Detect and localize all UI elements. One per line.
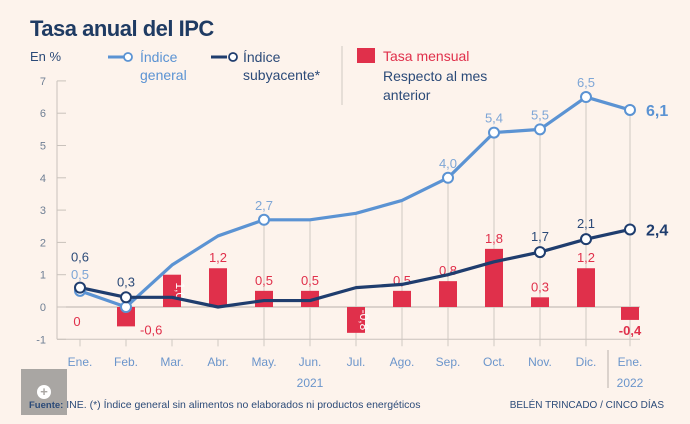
point-label-general: 5,5 <box>531 107 549 122</box>
line-indice-general <box>79 95 631 309</box>
source-label: Fuente: <box>29 400 64 411</box>
bar-tasa-mensual <box>531 297 549 307</box>
bar-tasa-mensual <box>439 281 457 307</box>
x-tick-label: Dic. <box>576 355 597 369</box>
legend-label-subyacente: Índice <box>243 49 281 65</box>
y-tick-label: 3 <box>40 205 46 217</box>
x-tick-label: Ago. <box>390 355 415 369</box>
bar-label: 0,3 <box>531 279 549 294</box>
marker-indice-subyacente <box>74 281 86 294</box>
bar-tasa-mensual <box>577 268 595 307</box>
y-tick-label: 4 <box>40 173 46 185</box>
bar-label: 1,8 <box>485 231 503 246</box>
y-tick-label: 7 <box>40 76 46 88</box>
bar-label: 0,5 <box>255 273 273 288</box>
legend-label-tasa-mensual: Tasa mensual <box>383 48 469 64</box>
point-label-general: 4,0 <box>439 156 457 171</box>
legend-sublabel: Respecto al mes <box>383 68 487 84</box>
marker-indice-general <box>488 126 500 139</box>
legend-swatch-tasa-mensual <box>357 48 375 63</box>
x-tick-label: May. <box>251 355 276 369</box>
bar-label: 0 <box>73 314 80 329</box>
x-tick-label: Ene. <box>618 355 643 369</box>
bar-tasa-mensual <box>255 290 273 307</box>
y-tick-label: 1 <box>40 270 46 282</box>
marker-indice-subyacente <box>580 233 592 246</box>
point-label-general: 5,4 <box>485 111 503 126</box>
marker-indice-general <box>534 123 546 136</box>
bar-tasa-mensual <box>117 307 135 327</box>
x-tick-label: Jul. <box>347 355 366 369</box>
bar-tasa-mensual <box>485 248 503 307</box>
marker-indice-general <box>580 91 592 104</box>
bar-label: 1,2 <box>209 250 227 265</box>
line-end-label: 2,4 <box>646 222 668 239</box>
bar-tasa-mensual <box>621 307 639 320</box>
marker-indice-general <box>120 301 132 313</box>
expand-button[interactable]: + <box>21 369 67 415</box>
plus-icon: + <box>37 385 51 399</box>
bar-label: -0,6 <box>140 322 162 337</box>
x-tick-label: Jun. <box>299 355 322 369</box>
marker-indice-subyacente <box>120 291 132 304</box>
y-tick-label: -1 <box>36 334 46 346</box>
bar-label: -0,4 <box>619 323 642 338</box>
legend-marker-subyacente <box>228 52 238 62</box>
marker-indice-general <box>258 213 270 226</box>
y-tick-label: 2 <box>40 237 46 249</box>
point-label-subyacente: 0,3 <box>117 274 135 289</box>
point-label-general: 2,7 <box>255 198 273 213</box>
year-label: 2022 <box>617 376 644 390</box>
bar-label: -0,8 <box>357 310 371 331</box>
marker-indice-general <box>624 103 636 116</box>
legend-label-general: general <box>140 67 187 83</box>
point-label-subyacente: 0,6 <box>71 250 89 265</box>
legend-sublabel: anterior <box>383 87 431 103</box>
credit: BELÉN TRINCADO / CINCO DÍAS <box>509 400 664 411</box>
chart-title: Tasa anual del IPC <box>30 16 214 41</box>
y-tick-label: 5 <box>40 141 46 153</box>
source-text: INE. (*) Índice general sin alimentos no… <box>66 399 421 411</box>
x-tick-label: Ene. <box>68 355 93 369</box>
marker-indice-subyacente <box>624 223 636 236</box>
bar-tasa-mensual <box>393 290 411 307</box>
x-tick-label: Nov. <box>528 355 552 369</box>
year-label: 2021 <box>297 376 324 390</box>
line-end-label: 6,1 <box>646 103 668 120</box>
y-tick-label: 6 <box>40 108 46 120</box>
x-tick-label: Sep. <box>436 355 461 369</box>
legend-label-general: Índice <box>140 49 178 65</box>
x-tick-label: Oct. <box>483 355 505 369</box>
point-label-subyacente: 2,1 <box>577 216 595 231</box>
bar-tasa-mensual <box>209 268 227 307</box>
legend-marker-general <box>123 52 133 62</box>
x-tick-label: Abr. <box>207 355 228 369</box>
bar-tasa-mensual <box>347 307 365 333</box>
marker-indice-general <box>442 171 454 184</box>
x-tick-label: Feb. <box>114 355 138 369</box>
legend-label-subyacente: subyacente* <box>243 67 321 83</box>
point-label-general: 6,5 <box>577 75 595 90</box>
source-note: Fuente: INE. (*) Índice general sin alim… <box>29 399 421 411</box>
bar-label: 1,2 <box>577 250 595 265</box>
marker-indice-subyacente <box>534 246 546 259</box>
bar-label: 1,0 <box>173 283 187 300</box>
y-axis-label: En % <box>30 49 62 64</box>
x-tick-label: Mar. <box>160 355 183 369</box>
point-label-subyacente: 1,7 <box>531 229 549 244</box>
y-tick-label: 0 <box>40 302 46 314</box>
bar-label: 0,5 <box>301 273 319 288</box>
point-label-general: 0,5 <box>71 267 89 282</box>
